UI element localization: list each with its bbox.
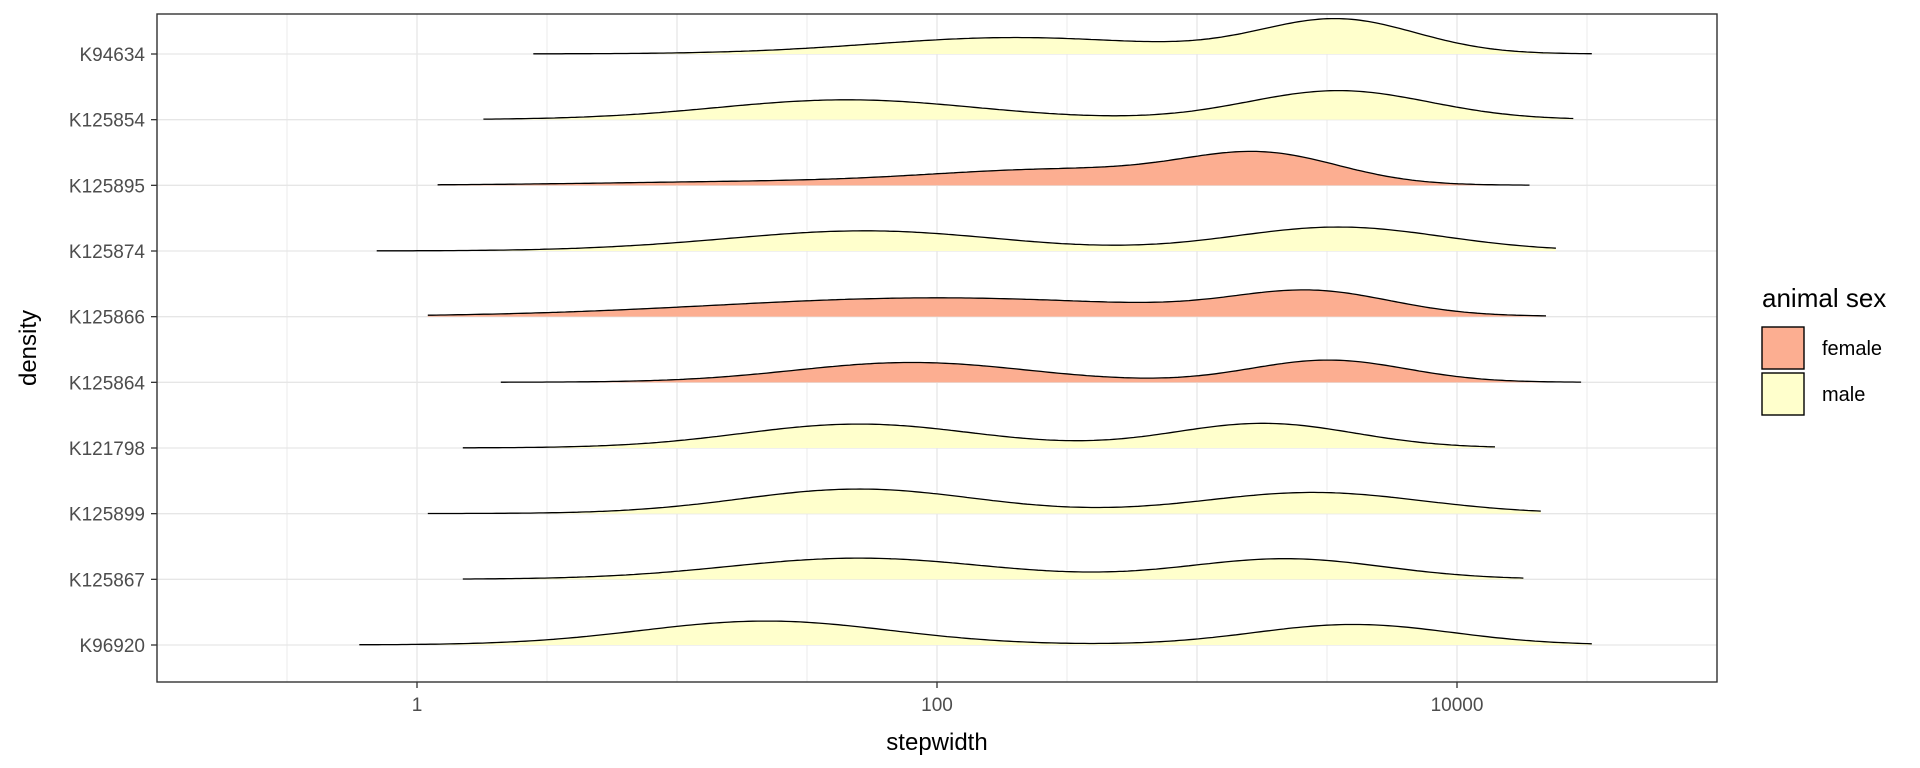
density-line-K125864 [500,359,1582,383]
y-axis: K94634 K125854 K125895 K125874 K125866 K12586… [69,45,157,657]
x-axis: 1 100 10000 [412,682,1484,716]
y-tick-label: K121798 [69,439,145,460]
minor-gridlines [286,14,1588,682]
density-area-K125867 [462,558,1524,580]
density-area-K125895 [437,151,1530,186]
density-area-K94634 [533,18,1592,55]
density-line-K125854 [483,89,1574,120]
y-axis-title: density [15,310,42,386]
legend-key-male [1761,372,1805,416]
x-tick-label: 100 [921,695,953,716]
density-area-K96920 [359,621,1592,645]
y-tick-label: K125864 [69,373,146,394]
density-ridges [359,17,1592,646]
legend: animal sex female male [1761,283,1886,416]
x-tick-label: 1 [412,695,423,716]
density-line-K125895 [437,150,1530,186]
density-line-K125874 [376,226,1556,252]
legend-label-male: male [1822,384,1865,406]
x-tick-label: 10000 [1431,695,1484,716]
legend-key-female [1761,326,1805,370]
density-area-K125866 [427,289,1546,317]
density-line-K94634 [533,17,1592,55]
y-tick-label: K96920 [79,636,145,657]
y-tick-label: K125874 [69,242,146,263]
density-line-K125867 [462,557,1524,580]
y-tick-label: K125899 [69,505,145,526]
legend-title: animal sex [1762,283,1886,313]
y-tick-label: K125895 [69,176,145,197]
y-tick-label: K125867 [69,570,145,591]
density-line-K125866 [427,289,1547,317]
density-line-K125899 [427,488,1541,515]
legend-label-female: female [1822,338,1882,360]
y-tick-label: K125854 [69,111,146,132]
y-tick-label: K94634 [79,45,145,66]
density-area-K125864 [500,360,1582,383]
density-area-K125899 [427,489,1541,514]
x-axis-title: stepwidth [886,729,987,756]
density-line-K121798 [462,422,1496,449]
y-tick-label: K125866 [69,308,145,329]
density-area-K125854 [483,90,1574,120]
density-line-K96920 [359,620,1592,646]
density-area-K121798 [462,423,1495,448]
